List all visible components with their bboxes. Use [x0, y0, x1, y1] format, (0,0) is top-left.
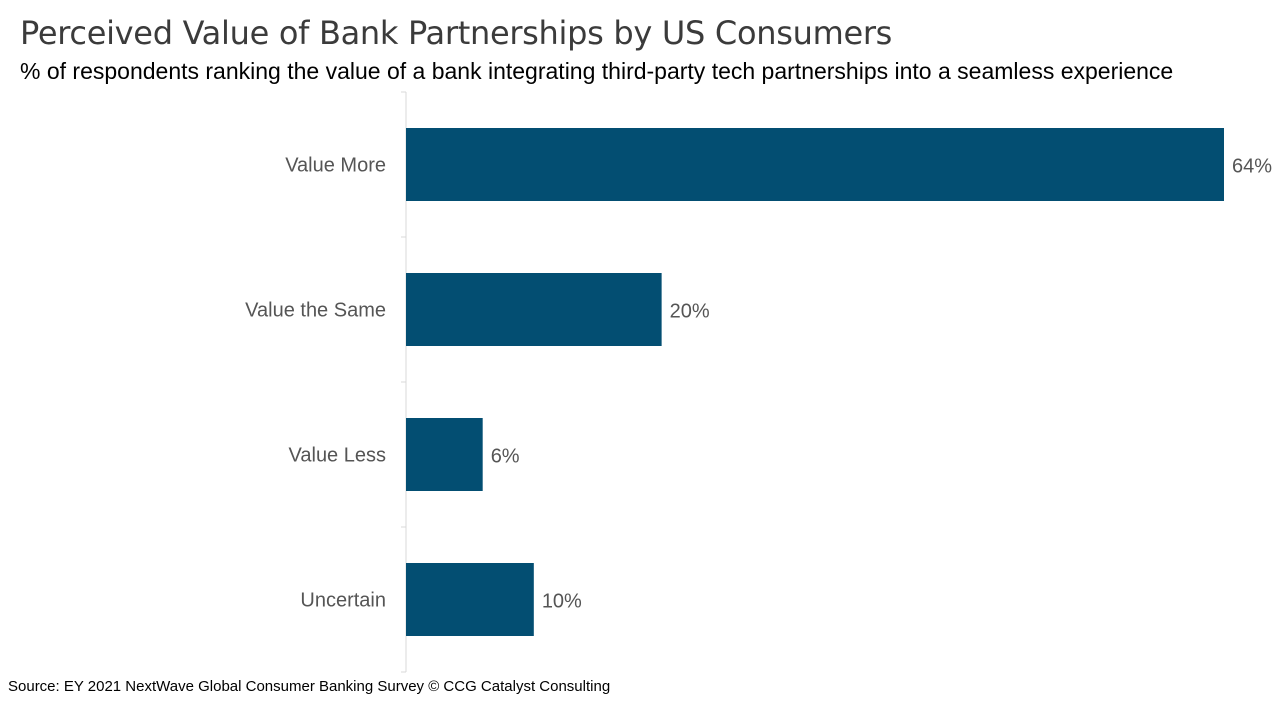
category-label: Value the Same — [245, 300, 386, 322]
data-label: 64% — [1232, 156, 1272, 178]
source-note: Source: EY 2021 NextWave Global Consumer… — [8, 678, 611, 695]
bar — [406, 563, 534, 636]
chart-title: Perceived Value of Bank Partnerships by … — [20, 14, 893, 52]
bar — [406, 418, 483, 491]
data-label: 6% — [491, 446, 520, 468]
data-label: 10% — [542, 591, 582, 613]
bar — [406, 273, 662, 346]
chart-subtitle: % of respondents ranking the value of a … — [20, 58, 1174, 84]
category-label: Value Less — [289, 445, 386, 467]
category-label: Value More — [285, 155, 386, 177]
bar — [406, 128, 1224, 201]
category-label: Uncertain — [300, 590, 386, 612]
data-label: 20% — [670, 301, 710, 323]
